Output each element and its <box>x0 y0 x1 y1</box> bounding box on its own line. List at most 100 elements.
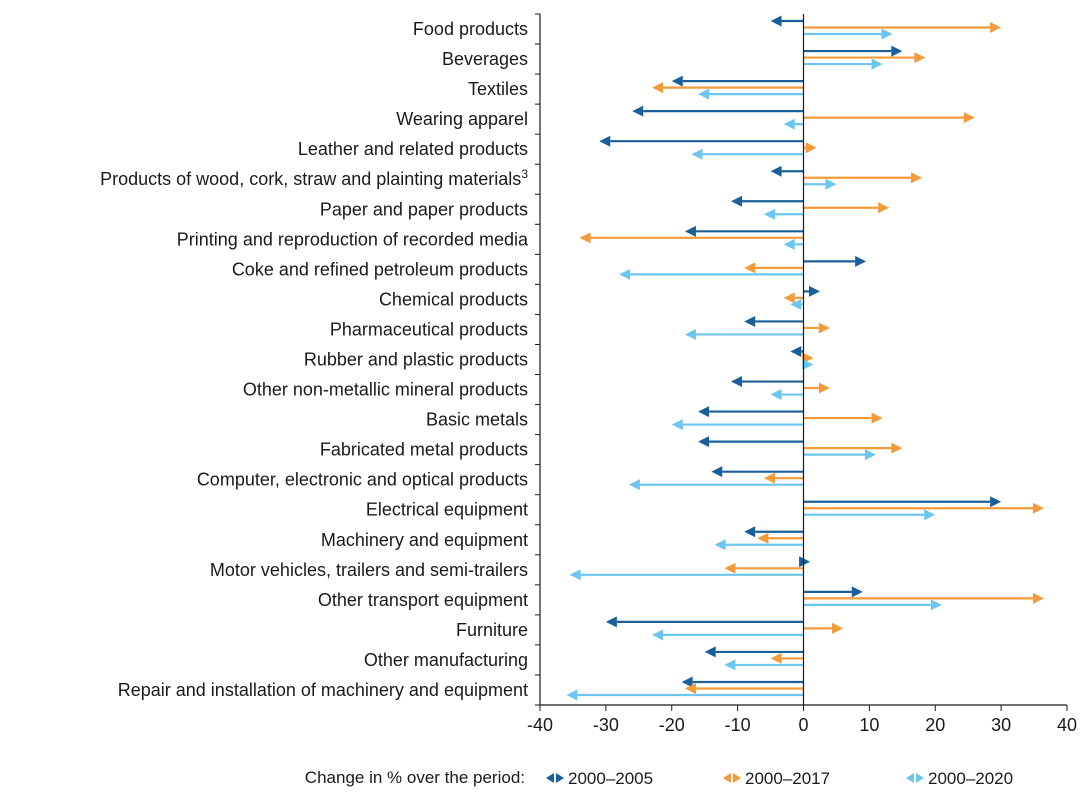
arrow-basic-metals-2 <box>803 412 883 424</box>
legend-title: Change in % over the period: <box>305 768 525 787</box>
arrow-textiles-1 <box>671 75 804 87</box>
arrow-products-of-wood-cork-straw-and-plainting-materials-1 <box>770 165 804 177</box>
arrow-other-transport-equipment-2 <box>803 592 1044 604</box>
category-label-textiles: Textiles <box>468 79 528 99</box>
category-labels: Food products Beverages Textiles Wearing ap… <box>100 19 529 700</box>
arrow-repair-and-installation-of-machinery-and-equipment-3 <box>566 689 804 701</box>
arrow-paper-and-paper-products-1 <box>731 195 804 207</box>
arrow-wearing-apparel-1 <box>632 105 804 117</box>
category-label-chemical-products: Chemical products <box>379 289 528 309</box>
arrow-head <box>698 436 710 448</box>
arrow-leather-and-related-products-1 <box>599 135 804 147</box>
category-label-paper-and-paper-products: Paper and paper products <box>320 199 528 219</box>
x-tick-labels: -40 -30 -20 -10 0 10 20 30 40 <box>527 715 1077 735</box>
legend-label: 2000–2005 <box>568 769 653 788</box>
arrow-repair-and-installation-of-machinery-and-equipment-2 <box>684 682 804 694</box>
arrow-head <box>990 22 1002 34</box>
arrow-textiles-3 <box>698 88 804 100</box>
category-label-printing-and-reproduction-of-recorded-media: Printing and reproduction of recorded me… <box>177 229 529 249</box>
category-label-basic-metals: Basic metals <box>426 410 528 430</box>
arrow-textiles-2 <box>651 82 804 94</box>
arrow-head <box>808 285 820 297</box>
category-label-electrical-equipment: Electrical equipment <box>366 500 528 520</box>
arrow-furniture-2 <box>803 622 844 634</box>
arrow-head <box>783 292 795 304</box>
data-arrows <box>566 15 1044 701</box>
arrow-head <box>671 75 683 87</box>
arrow-head <box>698 88 710 100</box>
arrow-head <box>770 389 782 401</box>
arrow-other-transport-equipment-1 <box>803 586 863 598</box>
arrow-pharmaceutical-products-2 <box>803 322 830 334</box>
category-label-beverages: Beverages <box>442 49 528 69</box>
category-label-fabricated-metal-products: Fabricated metal products <box>320 440 528 460</box>
arrow-electrical-equipment-1 <box>803 496 1002 508</box>
arrow-machinery-and-equipment-3 <box>714 539 804 551</box>
category-label-coke-and-refined-petroleum-products: Coke and refined petroleum products <box>232 259 528 279</box>
arrow-head <box>763 208 775 220</box>
arrow-head <box>990 496 1002 508</box>
arrow-head <box>930 599 942 611</box>
arrow-head <box>914 52 926 64</box>
arrow-chemical-products-2 <box>783 292 804 304</box>
arrow-beverages-2 <box>803 52 926 64</box>
arrow-head <box>569 569 581 581</box>
arrow-head <box>671 419 683 431</box>
arrow-pharmaceutical-products-3 <box>684 328 804 340</box>
arrow-electrical-equipment-2 <box>803 502 1044 514</box>
arrow-other-non-metallic-mineral-products-2 <box>803 382 830 394</box>
category-label-rubber-and-plastic-products: Rubber and plastic products <box>304 350 528 370</box>
arrow-head <box>802 359 814 370</box>
x-tick-label: -20 <box>659 715 685 735</box>
category-label-pharmaceutical-products: Pharmaceutical products <box>330 319 528 339</box>
arrow-other-non-metallic-mineral-products-1 <box>731 376 804 388</box>
category-label-wearing-apparel: Wearing apparel <box>396 109 528 129</box>
arrow-head <box>684 682 696 694</box>
legend-arrow-right-icon <box>916 773 924 783</box>
arrow-head <box>770 652 782 664</box>
arrow-beverages-1 <box>803 45 903 57</box>
arrow-head <box>744 526 756 538</box>
legend-arrow-right-icon <box>556 773 564 783</box>
arrow-food-products-2 <box>803 22 1002 34</box>
arrow-printing-and-reproduction-of-recorded-media-2 <box>579 232 804 244</box>
arrow-food-products-1 <box>770 15 804 27</box>
arrow-fabricated-metal-products-1 <box>698 436 804 448</box>
arrow-wearing-apparel-3 <box>783 118 804 130</box>
arrow-other-manufacturing-1 <box>704 646 804 658</box>
arrow-motor-vehicles-trailers-and-semi-trailers-2 <box>724 562 804 574</box>
arrow-head <box>924 509 936 521</box>
arrow-head <box>818 322 830 334</box>
arrow-leather-and-related-products-3 <box>691 148 804 160</box>
category-label-other-manufacturing: Other manufacturing <box>364 650 528 670</box>
arrow-fabricated-metal-products-2 <box>803 442 903 454</box>
arrow-head <box>684 225 696 237</box>
category-label-machinery-and-equipment: Machinery and equipment <box>321 530 528 550</box>
arrow-head <box>770 15 782 27</box>
arrow-head <box>714 539 726 551</box>
category-label-food-products: Food products <box>413 19 528 39</box>
arrow-head <box>818 382 830 394</box>
arrow-furniture-3 <box>651 629 804 641</box>
arrow-head <box>632 105 644 117</box>
category-label-furniture: Furniture <box>456 620 528 640</box>
arrow-head <box>681 676 693 688</box>
legend-item-3: 2000–2020 <box>906 769 1013 788</box>
arrow-paper-and-paper-products-3 <box>763 208 804 220</box>
arrow-rubber-and-plastic-products-1 <box>790 346 804 357</box>
arrow-head <box>891 442 903 454</box>
arrow-head <box>744 315 756 327</box>
arrow-motor-vehicles-trailers-and-semi-trailers-1 <box>799 556 811 568</box>
arrow-coke-and-refined-petroleum-products-3 <box>619 268 804 280</box>
arrow-food-products-3 <box>803 28 893 40</box>
arrow-head <box>799 556 811 568</box>
x-tick-label: -40 <box>527 715 553 735</box>
arrow-leather-and-related-products-2 <box>803 142 817 154</box>
arrow-head <box>790 298 802 310</box>
arrow-coke-and-refined-petroleum-products-1 <box>803 255 867 267</box>
arrow-head <box>698 406 710 418</box>
arrow-head <box>783 118 795 130</box>
arrow-head <box>963 112 975 124</box>
arrow-head <box>684 328 696 340</box>
